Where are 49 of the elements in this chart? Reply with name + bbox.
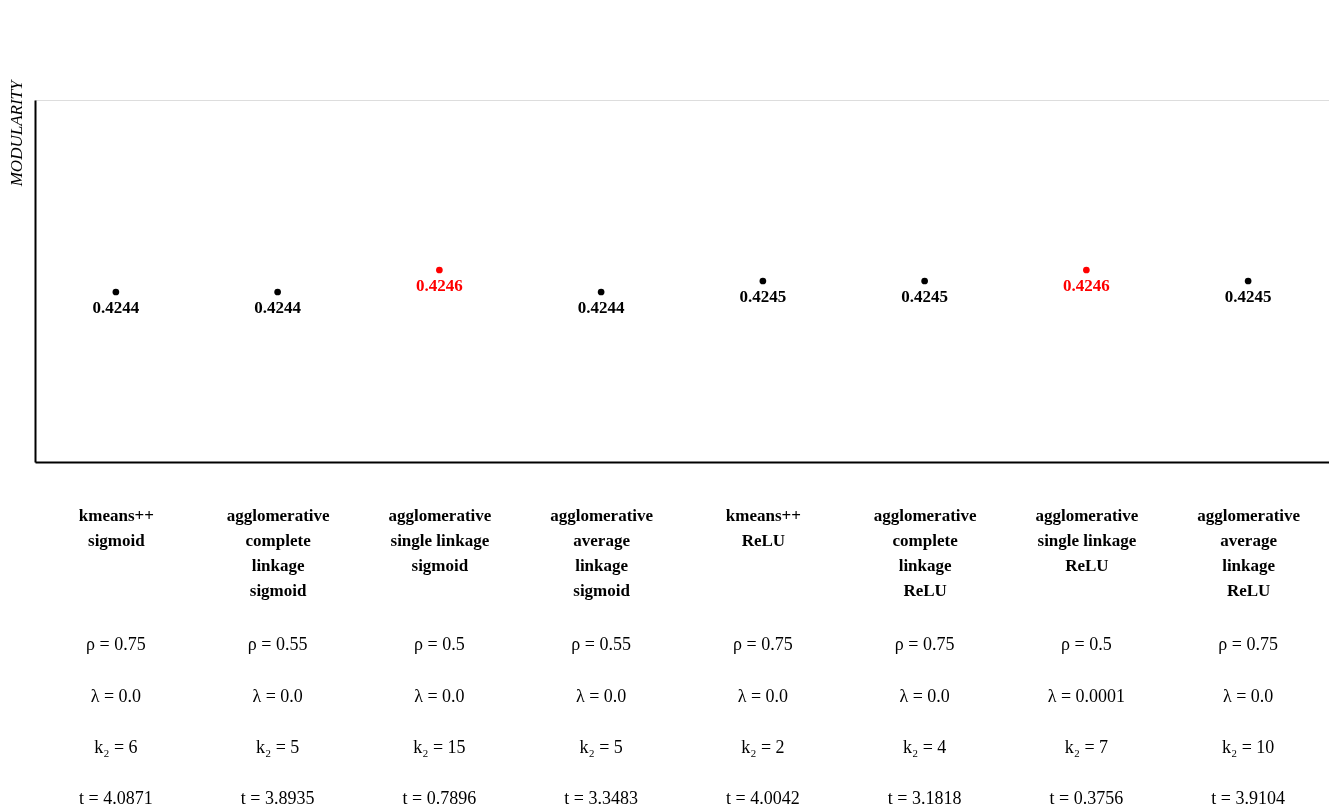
- text: ρ = 0.75: [733, 634, 793, 654]
- x-tick-label: agglomerative average linkage ReLU: [1197, 505, 1301, 600]
- text: λ = 0.0: [737, 686, 789, 706]
- text: t = 4.0871: [79, 788, 153, 808]
- x-tick-label: agglomerative average linkage sigmoid: [550, 505, 654, 600]
- y-axis-title: MODULARITY: [6, 78, 26, 188]
- data-label: 0.4244: [254, 298, 302, 317]
- x-tick-label: agglomerative complete linkage ReLU: [873, 505, 978, 600]
- text: λ = 0.0: [90, 686, 142, 706]
- data-label: 0.4246: [1063, 276, 1110, 295]
- x-tick-label: kmeans++ ReLU: [725, 505, 801, 550]
- text: ρ = 0.75: [86, 634, 146, 654]
- text: k₂ = 6: [94, 737, 138, 757]
- text: ρ = 0.5: [1061, 634, 1112, 654]
- data-label: 0.4245: [901, 287, 948, 306]
- x-tick-label: kmeans++ sigmoid: [78, 505, 154, 550]
- x-tick-label: agglomerative single linkage ReLU: [1035, 505, 1139, 575]
- text: λ = 0.0: [575, 686, 627, 706]
- text: t = 0.7896: [402, 788, 477, 808]
- text: k₂ = 2: [741, 737, 785, 757]
- text: λ = 0.0: [414, 686, 465, 706]
- text: k₂ = 10: [1221, 737, 1275, 757]
- data-label: 0.4246: [416, 276, 463, 295]
- data-label: 0.4245: [1224, 287, 1272, 306]
- data-label: 0.4245: [739, 287, 787, 306]
- text: ρ = 0.55: [571, 634, 631, 654]
- x-tick-label: agglomerative single linkage sigmoid: [388, 505, 492, 575]
- text: t = 3.8935: [240, 788, 315, 808]
- data-label: 0.4244: [92, 298, 140, 317]
- x-tick-label: agglomerative complete linkage sigmoid: [226, 505, 331, 600]
- text: k₂ = 15: [413, 737, 466, 757]
- data-label: 0.4244: [577, 298, 625, 317]
- text: t = 3.1818: [887, 788, 962, 808]
- text: k₂ = 4: [902, 737, 947, 757]
- text: ρ = 0.5: [414, 634, 465, 654]
- text: t = 3.3483: [564, 788, 638, 808]
- text: ρ = 0.75: [1218, 634, 1278, 654]
- text: λ = 0.0: [899, 686, 950, 706]
- text: t = 0.3756: [1049, 788, 1124, 808]
- text: k₂ = 5: [255, 737, 300, 757]
- text: t = 3.9104: [1211, 788, 1285, 808]
- text: λ = 0.0001: [1047, 686, 1126, 706]
- text: k₂ = 5: [579, 737, 623, 757]
- text: ρ = 0.75: [894, 634, 955, 654]
- text: t = 4.0042: [726, 788, 800, 808]
- text: ρ = 0.55: [247, 634, 308, 654]
- text: k₂ = 7: [1064, 737, 1109, 757]
- text: λ = 0.0: [1222, 686, 1274, 706]
- text: λ = 0.0: [252, 686, 303, 706]
